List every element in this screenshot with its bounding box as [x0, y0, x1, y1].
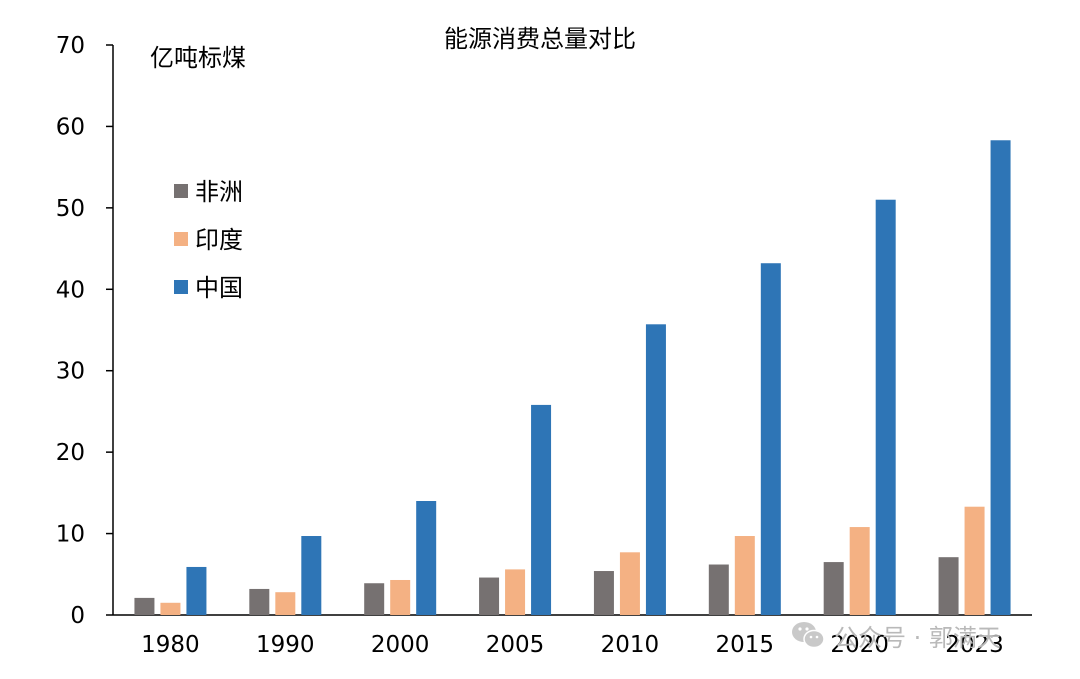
bar-2010-2: [645, 324, 666, 615]
y-axis: 0 10 20 30 40 50 60 70: [56, 33, 114, 629]
watermark-text: 公众号 · 郭满天: [834, 623, 1001, 652]
bar-1980-0: [134, 597, 155, 615]
y-tick-label: 10: [56, 522, 85, 548]
bar-2000-0: [364, 583, 385, 615]
bar-2015-1: [734, 536, 755, 615]
y-tick-label: 40: [56, 277, 85, 303]
x-tick-label: 2010: [601, 632, 660, 658]
bar-2020-1: [849, 527, 870, 615]
legend-swatch: [174, 280, 188, 294]
bar-2023-1: [964, 506, 985, 615]
bar-2023-2: [990, 140, 1011, 615]
legend-swatch: [174, 184, 188, 198]
bars-group: [134, 140, 1011, 615]
legend-label: 非洲: [195, 178, 243, 206]
x-tick-label: 2005: [486, 632, 545, 658]
bar-2005-2: [531, 404, 552, 615]
bar-2010-0: [593, 571, 614, 615]
y-tick-label: 70: [56, 33, 85, 59]
bar-2020-0: [823, 562, 844, 615]
legend-label: 印度: [195, 226, 243, 254]
bar-2000-1: [390, 579, 411, 615]
y-axis-unit-label: 亿吨标煤: [150, 44, 246, 72]
bar-2010-1: [619, 552, 640, 615]
bar-1990-1: [275, 592, 296, 615]
x-axis: 1980 1990 2000 2005 2010 2015 2020 2023: [113, 614, 1032, 658]
bar-1980-1: [160, 602, 181, 615]
bar-2005-1: [505, 569, 526, 615]
x-tick-label: 2000: [371, 632, 430, 658]
x-tick-label: 2023: [945, 632, 1004, 658]
bar-2000-2: [416, 501, 437, 615]
bar-1980-2: [186, 566, 207, 615]
x-tick-label: 2020: [830, 632, 889, 658]
x-tick-label: 1990: [256, 632, 315, 658]
y-tick-label: 20: [56, 440, 85, 466]
legend-label: 中国: [195, 274, 243, 302]
y-tick-label: 50: [56, 196, 85, 222]
bar-2015-2: [760, 263, 781, 615]
legend-swatch: [174, 232, 188, 246]
bar-2023-0: [938, 557, 959, 615]
bar-1990-0: [249, 588, 270, 615]
bar-2015-0: [708, 564, 729, 615]
y-tick-label: 30: [56, 359, 85, 385]
wechat-icon: [792, 622, 825, 649]
bar-1990-2: [301, 536, 322, 615]
x-tick-label: 2015: [716, 632, 775, 658]
y-tick-label: 60: [56, 114, 85, 140]
y-tick-label: 0: [70, 603, 85, 629]
watermark: 公众号 · 郭满天: [790, 618, 1001, 652]
chart-title: 能源消费总量对比: [444, 25, 636, 53]
x-tick-label: 1980: [141, 632, 200, 658]
bar-2020-2: [875, 199, 896, 615]
bar-2005-0: [479, 577, 500, 615]
